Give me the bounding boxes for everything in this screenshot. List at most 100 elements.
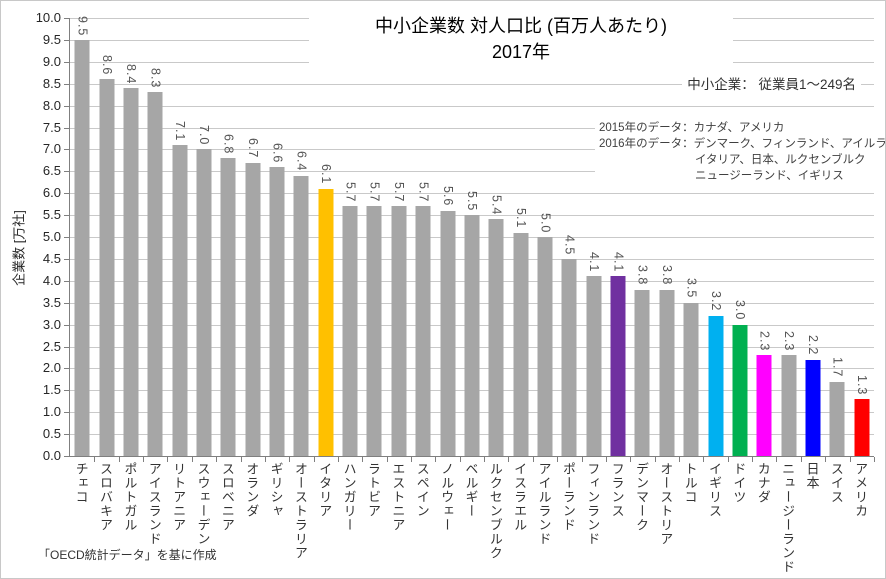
- bar-cell: 5.7: [387, 18, 413, 462]
- bar-value-label: 3.8: [635, 265, 650, 286]
- x-axis-label: リトアニア: [171, 462, 187, 532]
- y-axis-tick-label: 8.0: [42, 97, 61, 113]
- bar: [683, 302, 699, 456]
- y-axis-tick-mark: [64, 390, 69, 392]
- bar-cell: 5.1: [508, 18, 535, 462]
- bar-cell: 4.1: [606, 18, 632, 462]
- bar-value-label: 6.4: [294, 151, 309, 172]
- x-axis-label: ルクセンブルク: [487, 462, 503, 560]
- y-axis-tick-label: 3.5: [42, 294, 61, 310]
- bar-cell: 3.8: [655, 18, 681, 462]
- x-axis-label: チェコ: [73, 462, 89, 504]
- x-label-cell: ギリシャ: [264, 462, 288, 518]
- gridline: [70, 193, 874, 195]
- y-axis-tick-mark: [64, 324, 69, 326]
- y-axis-tick-label: 8.5: [42, 75, 61, 91]
- y-axis-tick-mark: [64, 105, 69, 107]
- y-axis-tick-label: 3.0: [42, 316, 61, 332]
- y-axis-tick-mark: [64, 456, 69, 457]
- bar-value-label: 4.1: [586, 252, 601, 273]
- note-line-2015: 2015年のデータ：カナダ、アメリカ: [599, 122, 785, 134]
- bar: [854, 399, 870, 456]
- bar-value-label: 5.4: [489, 195, 504, 216]
- sme-definition-note: 中小企業： 従業員1～249名: [682, 72, 861, 94]
- bar-value-label: 6.6: [270, 142, 285, 163]
- x-label-cell: スイス: [824, 462, 848, 504]
- x-label-cell: ベルギー: [459, 462, 483, 518]
- bar-cell: 4.1: [582, 18, 608, 462]
- y-axis-tick-label: 9.0: [42, 53, 61, 69]
- bar-cell: 2.2: [801, 18, 827, 462]
- bar-cell: 8.6: [94, 18, 121, 462]
- x-axis-label: フランス: [609, 462, 625, 518]
- y-axis-tick-label: 4.5: [42, 250, 61, 266]
- x-axis-label: ハンガリー: [341, 462, 357, 532]
- bar: [440, 210, 456, 456]
- x-label-cell: フランス: [605, 462, 629, 518]
- bar-value-label: 6.8: [221, 133, 236, 155]
- x-label-cell: デンマーク: [629, 462, 653, 532]
- bar-value-label: 4.1: [611, 252, 626, 273]
- bar-value-label: 7.0: [197, 125, 212, 146]
- bar: [829, 381, 845, 456]
- x-axis-label: スペイン: [414, 462, 430, 518]
- x-axis-label: カナダ: [755, 462, 771, 504]
- bar: [123, 88, 139, 456]
- x-axis-label: オランダ: [244, 462, 260, 518]
- bar-cell: 5.7: [411, 18, 437, 462]
- y-axis-tick-mark: [64, 258, 69, 260]
- bar-cell: 6.7: [241, 18, 267, 462]
- x-axis-label: 日本: [804, 462, 820, 490]
- x-label-cell: スロバキア: [93, 462, 117, 532]
- y-axis-tick-mark: [64, 302, 69, 304]
- bar-cell: 5.7: [338, 18, 364, 462]
- x-axis-label: ドイツ: [731, 462, 747, 504]
- bar: [99, 79, 115, 456]
- bar-value-label: 3.0: [733, 300, 748, 321]
- x-axis-label: フィンランド: [585, 462, 601, 546]
- x-axis-label: エストニア: [390, 462, 406, 532]
- x-axis-label: トルコ: [682, 462, 698, 504]
- x-axis-label: ラトビア: [365, 462, 381, 518]
- y-axis-tick-mark: [64, 83, 69, 85]
- bar-cell: 2.3: [776, 18, 803, 462]
- bar-cell: 8.4: [119, 18, 145, 462]
- bar: [293, 175, 309, 456]
- x-axis-label: オーストラリア: [292, 462, 308, 560]
- bar: [245, 162, 261, 456]
- x-label-cell: イギリス: [702, 462, 726, 518]
- y-axis-tick-label: 5.5: [42, 207, 61, 223]
- x-label-cell: オランダ: [240, 462, 264, 518]
- x-label-cell: スロベニア: [215, 462, 239, 532]
- bar-cell: 3.5: [679, 18, 705, 462]
- bar-value-label: 5.5: [465, 190, 480, 212]
- bar-cell: 2.3: [752, 18, 778, 462]
- bar-value-label: 5.7: [416, 181, 431, 203]
- bar-value-label: 4.5: [562, 234, 577, 255]
- note-line-2016-cont1: イタリア、日本、ルクセンブルク: [695, 154, 866, 167]
- bar-value-label: 3.5: [684, 278, 699, 299]
- bar-cell: 3.2: [703, 18, 730, 462]
- bar-value-label: 5.1: [513, 208, 528, 229]
- y-axis-tick-label: 7.0: [42, 141, 61, 157]
- y-axis-tick-mark: [64, 61, 69, 63]
- y-axis-tick-label: 10.0: [35, 10, 61, 25]
- x-label-cell: カナダ: [751, 462, 775, 504]
- bar-value-label: 2.3: [757, 330, 772, 352]
- x-label-cell: トルコ: [678, 462, 702, 504]
- x-axis-label: イスラエル: [512, 462, 528, 532]
- y-axis-tick-mark: [64, 215, 69, 217]
- bar-value-label: 5.7: [343, 181, 358, 203]
- x-label-cell: チェコ: [69, 462, 93, 504]
- bar: [342, 206, 358, 456]
- bar-cell: 8.3: [143, 18, 169, 462]
- y-axis-tick-label: 2.0: [42, 360, 61, 376]
- x-label-cell: アイスランド: [142, 462, 166, 546]
- bar: [537, 237, 553, 456]
- bar: [74, 39, 90, 456]
- bar-cell: 6.6: [265, 18, 291, 462]
- bar-cell: 7.1: [167, 18, 194, 462]
- bar: [708, 315, 724, 456]
- y-axis-tick-label: 2.5: [42, 338, 61, 354]
